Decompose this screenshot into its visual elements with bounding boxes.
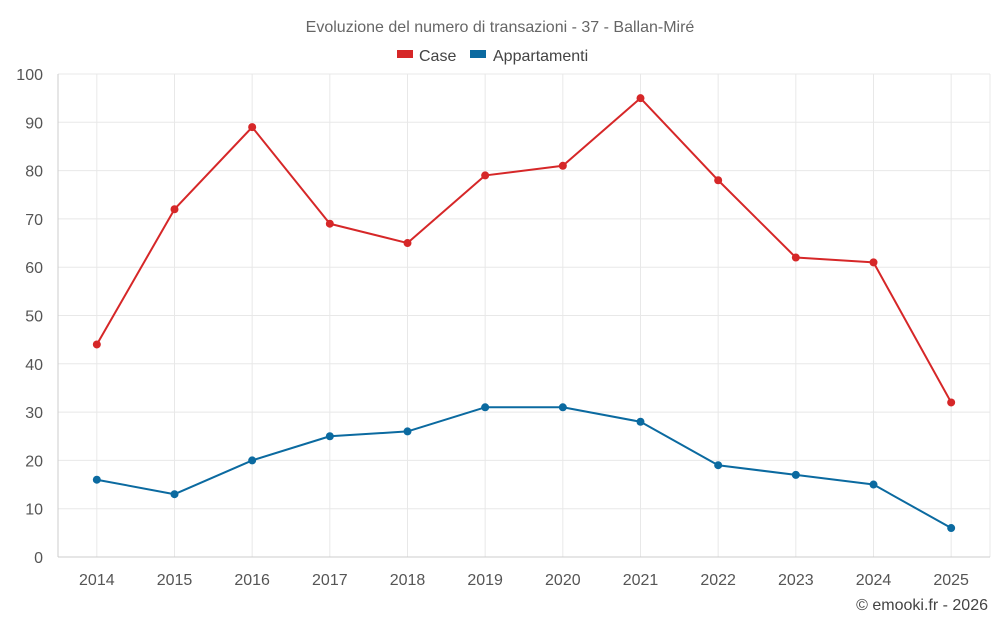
data-point-appartamenti[interactable] [481, 403, 490, 412]
series [92, 94, 956, 533]
chart-title: Evoluzione del numero di transazioni - 3… [306, 19, 695, 36]
x-tick-label: 2015 [157, 572, 193, 589]
y-tick-label: 30 [25, 405, 43, 422]
series-line-case [95, 97, 953, 403]
data-point-appartamenti[interactable] [92, 475, 101, 484]
legend-label-case[interactable]: Case [419, 48, 456, 65]
x-tick-label: 2018 [390, 572, 426, 589]
legend: Case Appartamenti [397, 48, 588, 65]
data-point-appartamenti[interactable] [558, 403, 567, 412]
data-point-case[interactable] [791, 253, 800, 262]
x-tick-label: 2016 [234, 572, 270, 589]
data-point-case[interactable] [869, 258, 878, 267]
x-tick-label: 2022 [700, 572, 736, 589]
axes: 0 10 20 30 40 50 60 70 80 90 100 2014 2015 2016 2017 20… [16, 67, 990, 589]
series-line-appartamenti [96, 406, 952, 529]
data-point-appartamenti[interactable] [791, 470, 800, 479]
data-point-case[interactable] [636, 94, 645, 103]
data-point-appartamenti[interactable] [869, 480, 878, 489]
series-appartamenti [92, 403, 956, 533]
data-point-appartamenti[interactable] [403, 427, 412, 436]
legend-swatch-case[interactable] [397, 50, 413, 58]
data-point-appartamenti[interactable] [947, 524, 956, 533]
data-point-case[interactable] [170, 205, 179, 214]
y-tick-label: 70 [25, 212, 43, 229]
x-tick-label: 2020 [545, 572, 581, 589]
data-point-case[interactable] [325, 219, 334, 228]
y-tick-label: 40 [25, 357, 43, 374]
y-tick-label: 10 [25, 502, 43, 519]
data-point-case[interactable] [481, 171, 490, 180]
data-point-case[interactable] [92, 340, 101, 349]
y-tick-label: 0 [34, 550, 43, 567]
x-tick-label: 2024 [856, 572, 892, 589]
x-tick-label: 2014 [79, 572, 115, 589]
y-tick-label: 50 [25, 309, 43, 326]
data-point-appartamenti[interactable] [248, 456, 257, 465]
x-tick-label: 2025 [933, 572, 969, 589]
grid [58, 73, 991, 557]
data-point-appartamenti[interactable] [325, 432, 334, 441]
data-point-case[interactable] [558, 161, 567, 170]
data-point-appartamenti[interactable] [636, 417, 645, 426]
x-tick-label: 2023 [778, 572, 814, 589]
y-tick-label: 100 [16, 67, 43, 84]
data-point-case[interactable] [947, 398, 956, 407]
y-tick-label: 20 [25, 453, 43, 470]
credit-text: © emooki.fr - 2026 [856, 597, 988, 614]
data-point-appartamenti[interactable] [714, 461, 723, 470]
legend-swatch-appartamenti[interactable] [470, 50, 486, 58]
y-tick-label: 60 [25, 260, 43, 277]
series-case [92, 94, 956, 407]
legend-label-appartamenti[interactable]: Appartamenti [493, 48, 588, 65]
data-point-case[interactable] [248, 123, 257, 132]
y-tick-label: 90 [25, 115, 43, 132]
x-tick-label: 2019 [467, 572, 503, 589]
data-point-case[interactable] [714, 176, 723, 185]
data-point-appartamenti[interactable] [170, 490, 179, 499]
x-tick-label: 2017 [312, 572, 348, 589]
y-tick-label: 80 [25, 164, 43, 181]
x-tick-label: 2021 [623, 572, 659, 589]
data-point-case[interactable] [403, 239, 412, 248]
